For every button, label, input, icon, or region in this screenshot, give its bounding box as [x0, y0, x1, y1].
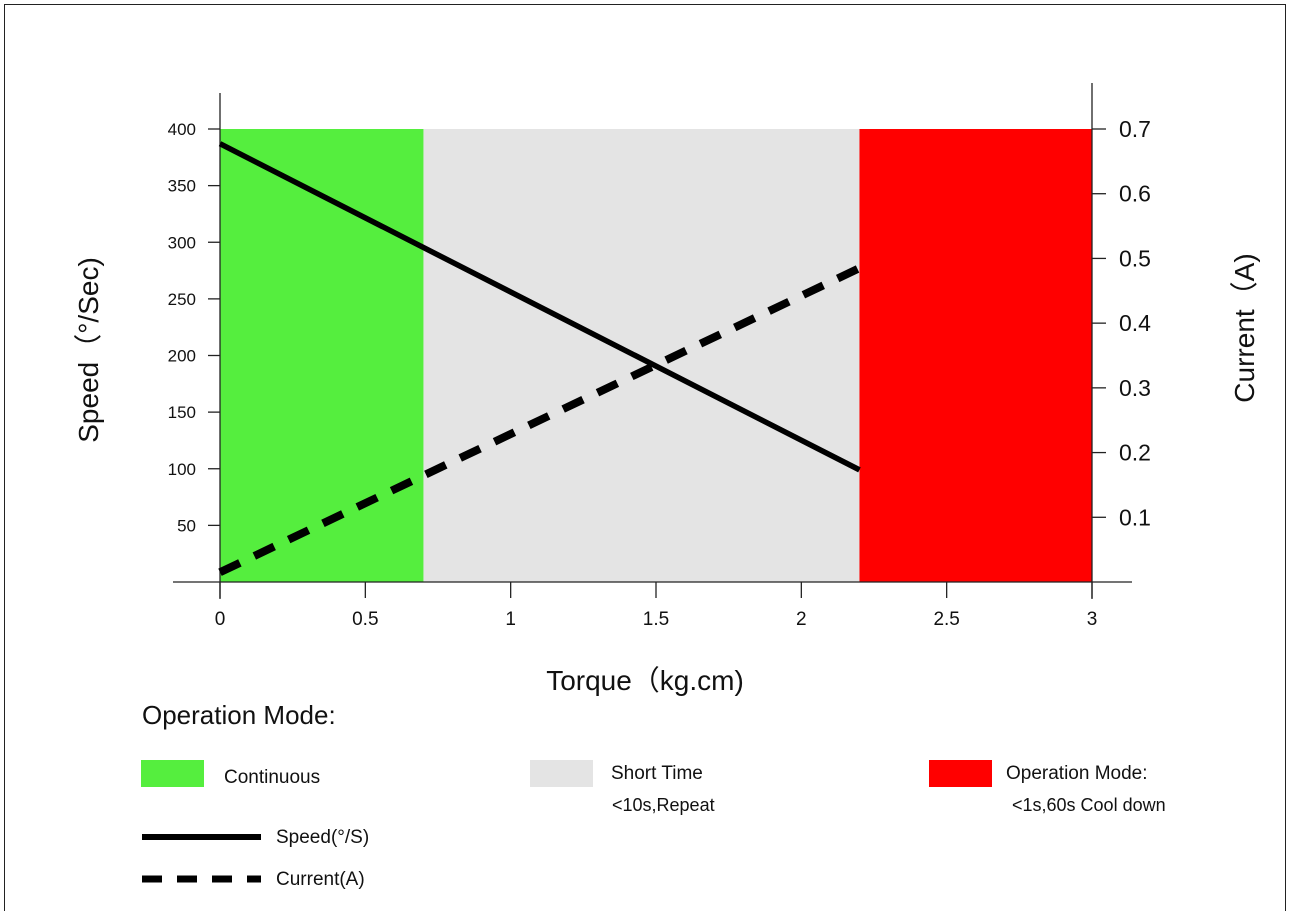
operation-mode-regions — [220, 129, 1092, 582]
current-series-line — [218, 264, 862, 576]
chart-frame — [4, 4, 1286, 911]
legend-swatch-operation-mode — [929, 760, 992, 787]
legend-label-operation-mode: Operation Mode: — [1006, 763, 1148, 784]
tick-labels: 0 0.5 1 1.5 2 2.5 3501001502002503003504000.10… — [168, 116, 1152, 630]
x-tick-label: 0 — [215, 609, 226, 630]
y-right-tick-label: 0.7 — [1119, 116, 1151, 142]
y-axis-right-title: Current（A) — [1229, 253, 1260, 402]
legend-title: Operation Mode: — [142, 700, 336, 730]
chart-series — [218, 141, 862, 576]
y-right-tick-label: 0.4 — [1119, 310, 1151, 336]
y-right-tick-label: 0.5 — [1119, 245, 1151, 271]
y-right-tick-label: 0.2 — [1119, 440, 1151, 466]
x-tick-label: 3 — [1087, 609, 1098, 630]
region-continuous — [220, 129, 424, 582]
legend-swatch-continuous — [141, 760, 204, 787]
y-left-tick-label: 50 — [177, 516, 196, 535]
y-right-tick-label: 0.1 — [1119, 504, 1151, 530]
chart-axes — [173, 83, 1132, 599]
x-tick-label: 1.5 — [643, 609, 669, 630]
y-left-tick-label: 100 — [168, 460, 196, 479]
legend-label-speed: Speed(°/S) — [276, 827, 370, 848]
x-tick-label: 1 — [505, 609, 516, 630]
legend-label-short-time: Short Time — [611, 763, 703, 784]
legend-line-speed-icon — [142, 834, 261, 840]
x-tick-label: 2.5 — [933, 609, 959, 630]
x-tick-label: 2 — [796, 609, 807, 630]
legend-sublabel-operation-mode: <1s,60s Cool down — [1012, 795, 1166, 815]
speed-series-line — [218, 141, 861, 473]
y-left-tick-label: 200 — [168, 347, 196, 366]
legend-swatch-short-time — [530, 760, 593, 787]
region-short-time — [423, 129, 860, 582]
y-left-tick-label: 350 — [168, 177, 196, 196]
y-right-tick-label: 0.6 — [1119, 181, 1151, 207]
region-operation-mode — [859, 129, 1092, 582]
y-left-tick-label: 300 — [168, 233, 196, 252]
legend-line-current-icon — [142, 875, 261, 883]
legend-label-continuous: Continuous — [224, 767, 321, 788]
y-left-tick-label: 250 — [168, 290, 196, 309]
y-left-tick-label: 400 — [168, 120, 196, 139]
x-axis-title: Torque（kg.cm) — [546, 665, 744, 696]
y-left-tick-label: 150 — [168, 403, 196, 422]
y-right-tick-label: 0.3 — [1119, 375, 1151, 401]
legend-sublabel-short-time: <10s,Repeat — [612, 795, 715, 815]
legend-label-current: Current(A) — [276, 869, 365, 890]
y-axis-left-title: Speed（°/Sec) — [73, 257, 104, 443]
x-tick-label: 0.5 — [352, 609, 378, 630]
